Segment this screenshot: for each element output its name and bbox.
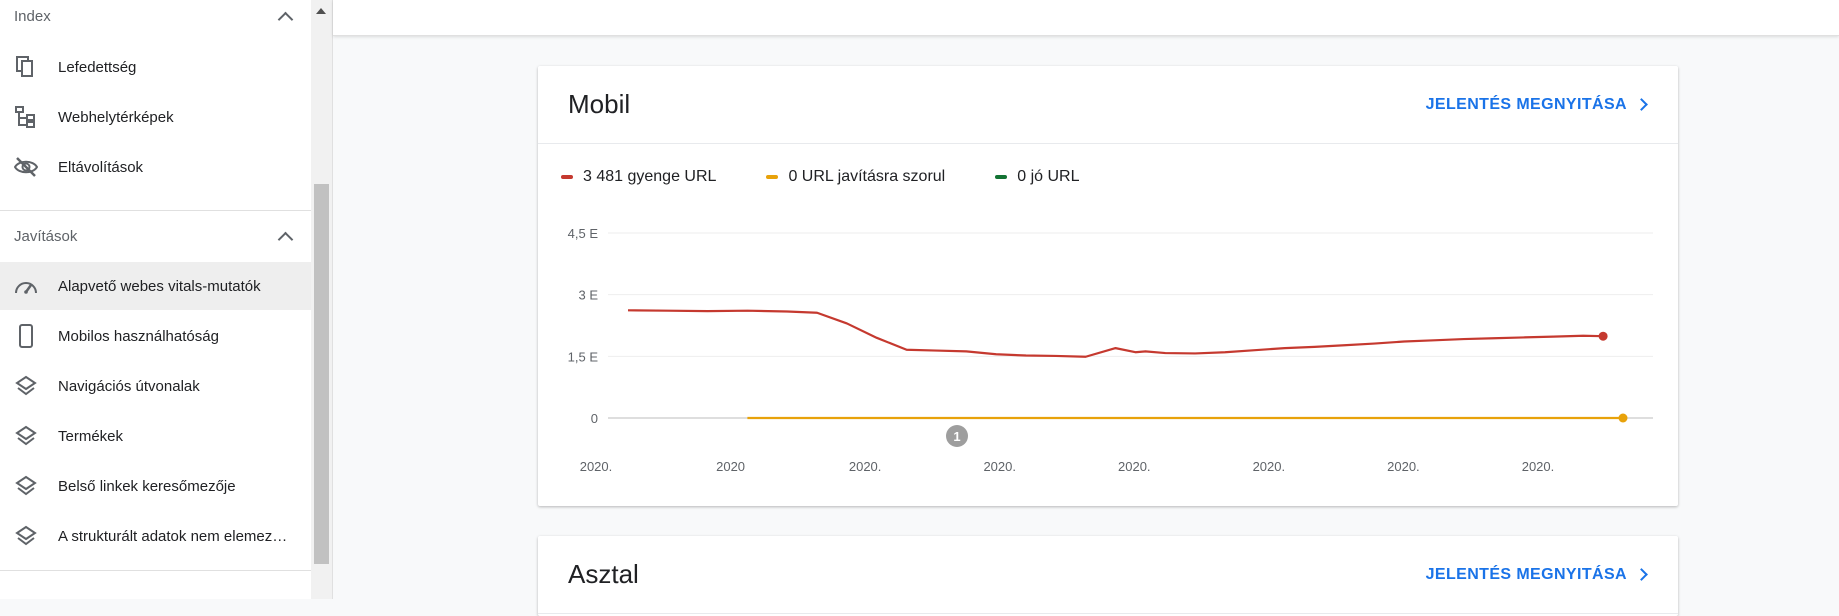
series-line-0	[627, 309, 1604, 358]
section-divider	[0, 570, 311, 571]
layers-icon	[14, 474, 38, 498]
sidebar-item-label: Mobilos használhatóság	[58, 327, 219, 345]
desktop-report-card: Asztal JELENTÉS MEGNYITÁSA	[538, 536, 1678, 616]
layers-icon	[14, 424, 38, 448]
section-header-index[interactable]: Index	[0, 0, 311, 32]
y-tick-label: 1,5 E	[568, 349, 599, 364]
chart-legend: 3 481 gyenge URL 0 URL javításra szorul …	[538, 144, 1678, 186]
scroll-up-arrow-icon[interactable]	[316, 8, 326, 14]
legend-item-poor[interactable]: 3 481 gyenge URL	[561, 168, 716, 186]
series-end-point-0	[1598, 331, 1608, 341]
sidebar-item-label: A strukturált adatok nem elemezhetők	[58, 527, 293, 545]
chevron-right-icon	[1635, 568, 1648, 581]
annotation-label: 1	[953, 429, 960, 444]
chevron-up-icon[interactable]	[277, 231, 294, 247]
mobile-report-card: Mobil JELENTÉS MEGNYITÁSA 3 481 gyenge U…	[538, 66, 1678, 506]
sidebar-item-sitelinks-searchbox[interactable]: Belső linkek keresőmezője	[0, 462, 311, 510]
sitemap-icon	[14, 105, 38, 129]
sidebar-item-label: Lefedettség	[58, 58, 137, 76]
y-tick-label: 3 E	[578, 288, 598, 303]
y-tick-label: 0	[591, 411, 598, 426]
legend-item-needs-improvement[interactable]: 0 URL javításra szorul	[766, 168, 945, 186]
sidebar-item-label: Navigációs útvonalak	[58, 377, 200, 395]
card-title: Asztal	[568, 559, 639, 589]
x-tick-label: 2020.	[580, 459, 613, 474]
card-header: Mobil JELENTÉS MEGNYITÁSA	[538, 66, 1678, 144]
sidebar-item-breadcrumbs[interactable]: Navigációs útvonalak	[0, 362, 311, 410]
sidebar-item-products[interactable]: Termékek	[0, 412, 311, 460]
sidebar-item-mobile-usability[interactable]: Mobilos használhatóság	[0, 312, 311, 360]
x-tick-label: 2020.	[983, 459, 1016, 474]
legend-swatch	[766, 175, 779, 179]
sidebar-item-label: Eltávolítások	[58, 158, 144, 176]
legend-swatch	[995, 175, 1008, 179]
section-header-enhancements[interactable]: Javítások	[0, 220, 311, 252]
legend-label: 0 jó URL	[1017, 168, 1080, 185]
layers-icon	[14, 524, 38, 548]
section-title-enhancements: Javítások	[14, 227, 78, 245]
section-divider	[0, 210, 311, 211]
speed-gauge-icon	[14, 274, 38, 298]
legend-item-good[interactable]: 0 jó URL	[995, 168, 1079, 186]
legend-swatch	[561, 175, 573, 179]
sidebar-item-unparsable-structured-data[interactable]: A strukturált adatok nem elemezhetők	[0, 512, 311, 560]
card-header: Asztal JELENTÉS MEGNYITÁSA	[538, 536, 1678, 614]
open-report-link[interactable]: JELENTÉS MEGNYITÁSA	[1425, 565, 1648, 584]
legend-label: 3 481 gyenge URL	[583, 168, 717, 185]
sidebar-item-label: Termékek	[58, 427, 124, 445]
sidebar-item-label: Belső linkek keresőmezője	[58, 477, 236, 495]
x-tick-label: 2020.	[1387, 459, 1420, 474]
section-title-index: Index	[14, 7, 51, 25]
sidebar-item-removals[interactable]: Eltávolítások	[0, 143, 311, 191]
copy-pages-icon	[14, 55, 38, 79]
x-tick-label: 2020.	[1253, 459, 1286, 474]
y-tick-label: 4,5 E	[568, 226, 599, 241]
smartphone-icon	[14, 324, 38, 348]
series-end-point-1	[1618, 413, 1628, 423]
sidebar-item-label: Alapvető webes vitals-mutatók	[58, 277, 261, 295]
open-report-label: JELENTÉS MEGNYITÁSA	[1425, 95, 1627, 113]
legend-label: 0 URL javításra szorul	[788, 168, 946, 185]
eye-off-icon	[14, 155, 38, 179]
x-tick-label: 2020.	[1522, 459, 1555, 474]
chevron-up-icon[interactable]	[277, 11, 294, 27]
x-tick-label: 2020.	[849, 459, 882, 474]
sidebar-scrollbar[interactable]	[311, 0, 333, 599]
x-tick-label: 2020.	[1118, 459, 1151, 474]
card-title: Mobil	[568, 89, 631, 119]
x-tick-label: 2020	[716, 459, 745, 474]
annotation-marker[interactable]	[946, 425, 968, 447]
scrollbar-thumb[interactable]	[314, 184, 329, 564]
sidebar-item-core-web-vitals[interactable]: Alapvető webes vitals-mutatók	[0, 262, 311, 310]
sidebar-item-coverage[interactable]: Lefedettség	[0, 43, 311, 91]
sidebar-nav: Index Lefedettség Webhelytérképek Eltávo…	[0, 0, 311, 599]
sidebar-item-label: Webhelytérképek	[58, 108, 174, 126]
mobile-url-chart[interactable]: 4,5 E 3 E 1,5 E 0 2020. 2020 2020. 2020. 2020. 20…	[538, 66, 1678, 506]
top-app-bar	[333, 0, 1839, 36]
open-report-label: JELENTÉS MEGNYITÁSA	[1425, 565, 1627, 583]
sidebar-item-sitemaps[interactable]: Webhelytérképek	[0, 93, 311, 141]
open-report-link[interactable]: JELENTÉS MEGNYITÁSA	[1425, 95, 1648, 114]
layers-icon	[14, 374, 38, 398]
